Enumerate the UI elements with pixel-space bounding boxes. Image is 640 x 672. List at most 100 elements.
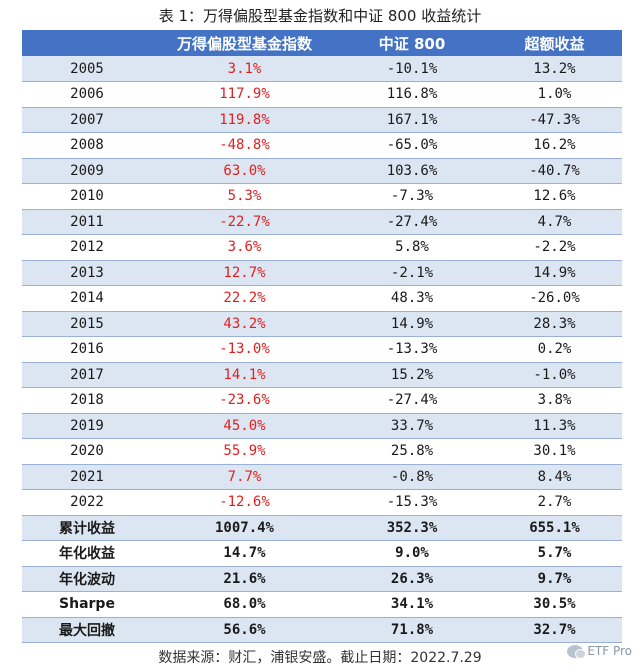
excess-value: 3.8% — [537, 392, 572, 409]
csi800-value: -27.4% — [386, 213, 438, 230]
csi800-value: -15.3% — [386, 494, 438, 511]
csi800-value: 15.2% — [390, 366, 434, 383]
fund-value: 7.7% — [227, 468, 262, 485]
fund-value: 117.9% — [219, 86, 270, 103]
year-cell: 2013 — [70, 264, 104, 281]
header-csi800: 中证 800 — [378, 34, 446, 53]
csi800-value: 103.6% — [386, 162, 438, 179]
excess-value: 28.3% — [533, 315, 576, 332]
year-row: 2017 14.1% 15.2% -1.0% — [22, 362, 622, 388]
fund-value: 43.2% — [223, 315, 266, 332]
csi800-value: 352.3% — [386, 519, 438, 536]
fund-value: 68.0% — [223, 596, 266, 613]
year-row: 2010 5.3% -7.3% 12.6% — [22, 183, 622, 209]
year-row: 2012 3.6% 5.8% -2.2% — [22, 234, 622, 260]
fund-value: 21.6% — [223, 570, 266, 587]
year-cell: 2022 — [70, 494, 104, 511]
year-row: 2006 117.9% 116.8% 1.0% — [22, 81, 622, 107]
metric-label: Sharpe — [59, 596, 115, 613]
excess-value: 5.7% — [537, 545, 572, 562]
fund-value: 119.8% — [219, 111, 270, 128]
year-cell: 2008 — [70, 137, 104, 154]
year-cell: 2005 — [70, 60, 104, 77]
excess-value: 14.9% — [533, 264, 576, 281]
fund-value: 55.9% — [223, 443, 266, 460]
header-label — [22, 30, 152, 56]
year-cell: 2014 — [70, 290, 104, 307]
year-row: 2015 43.2% 14.9% 28.3% — [22, 311, 622, 337]
csi800-value: -2.1% — [390, 264, 434, 281]
metric-label: 年化波动 — [59, 571, 115, 588]
excess-value: -2.2% — [533, 239, 576, 256]
source-note: 数据来源：财汇，浦银安盛。截止日期：2022.7.29 — [158, 650, 482, 666]
year-row: 2016 -13.0% -13.3% 0.2% — [22, 336, 622, 362]
table-caption: 表 1：万得偏股型基金指数和中证 800 收益统计 — [158, 7, 482, 25]
csi800-value: 71.8% — [390, 621, 434, 638]
metric-label: 最大回撤 — [59, 622, 115, 639]
year-row: 2013 12.7% -2.1% 14.9% — [22, 260, 622, 286]
year-cell: 2015 — [70, 315, 104, 332]
excess-value: 12.6% — [533, 188, 576, 205]
excess-value: 16.2% — [533, 137, 576, 154]
year-cell: 2021 — [70, 468, 104, 485]
csi800-value: -13.3% — [386, 341, 438, 358]
excess-value: -1.0% — [533, 366, 576, 383]
header-fund-index: 万得偏股型基金指数 — [176, 34, 312, 53]
year-row: 2005 3.1% -10.1% 13.2% — [22, 56, 622, 82]
fund-value: -48.8% — [219, 137, 270, 154]
header-row: 万得偏股型基金指数 中证 800 超额收益 — [22, 30, 622, 56]
year-cell: 2006 — [70, 86, 104, 103]
fund-value: 14.7% — [223, 545, 266, 562]
excess-value: 13.2% — [533, 60, 576, 77]
excess-value: 655.1% — [529, 519, 580, 536]
fund-value: -23.6% — [219, 392, 270, 409]
table-body: 2005 3.1% -10.1% 13.2% 2006 117.9% 116.8% 1.0% 2… — [22, 56, 622, 643]
year-row: 2011 -22.7% -27.4% 4.7% — [22, 209, 622, 235]
year-row: 2022 -12.6% -15.3% 2.7% — [22, 489, 622, 515]
excess-value: -47.3% — [529, 111, 580, 128]
fund-value: 3.1% — [227, 60, 262, 77]
returns-table: 万得偏股型基金指数 中证 800 超额收益 2005 3.1% -10.1% 13.2… — [22, 30, 622, 643]
year-cell: 2019 — [70, 417, 104, 434]
year-row: 2020 55.9% 25.8% 30.1% — [22, 438, 622, 464]
fund-value: 56.6% — [223, 621, 266, 638]
year-cell: 2009 — [70, 162, 104, 179]
year-row: 2008 -48.8% -65.0% 16.2% — [22, 132, 622, 158]
metric-label: 累计收益 — [59, 520, 115, 537]
year-row: 2007 119.8% 167.1% -47.3% — [22, 107, 622, 133]
year-row: 2014 22.2% 48.3% -26.0% — [22, 285, 622, 311]
csi800-value: 167.1% — [386, 111, 438, 128]
excess-value: 30.5% — [533, 596, 576, 613]
csi800-value: 25.8% — [390, 443, 434, 460]
summary-row: Sharpe 68.0% 34.1% 30.5% — [22, 591, 622, 617]
excess-value: 9.7% — [537, 570, 572, 587]
csi800-value: 34.1% — [390, 596, 434, 613]
year-cell: 2010 — [70, 188, 104, 205]
fund-value: 14.1% — [223, 366, 266, 383]
fund-value: -13.0% — [219, 341, 270, 358]
watermark-text: ETF Pro — [587, 644, 632, 658]
metric-label: 年化收益 — [59, 546, 115, 563]
csi800-value: 33.7% — [390, 417, 434, 434]
summary-row: 最大回撤 56.6% 71.8% 32.7% — [22, 617, 622, 643]
excess-value: 4.7% — [537, 213, 572, 230]
summary-row: 累计收益 1007.4% 352.3% 655.1% — [22, 515, 622, 541]
excess-value: 11.3% — [533, 417, 576, 434]
year-row: 2021 7.7% -0.8% 8.4% — [22, 464, 622, 490]
year-row: 2018 -23.6% -27.4% 3.8% — [22, 387, 622, 413]
excess-value: -26.0% — [529, 290, 580, 307]
csi800-value: -10.1% — [386, 60, 438, 77]
year-cell: 2018 — [70, 392, 104, 409]
csi800-value: -27.4% — [386, 392, 438, 409]
csi800-value: 48.3% — [390, 290, 434, 307]
excess-value: 1.0% — [537, 86, 572, 103]
excess-value: 8.4% — [537, 468, 572, 485]
summary-row: 年化收益 14.7% 9.0% 5.7% — [22, 540, 622, 566]
csi800-value: -65.0% — [386, 137, 438, 154]
year-row: 2009 63.0% 103.6% -40.7% — [22, 158, 622, 184]
fund-value: 45.0% — [223, 417, 266, 434]
year-cell: 2012 — [70, 239, 104, 256]
wechat-icon — [567, 644, 587, 659]
excess-value: 32.7% — [533, 621, 576, 638]
fund-value: 12.7% — [223, 264, 266, 281]
